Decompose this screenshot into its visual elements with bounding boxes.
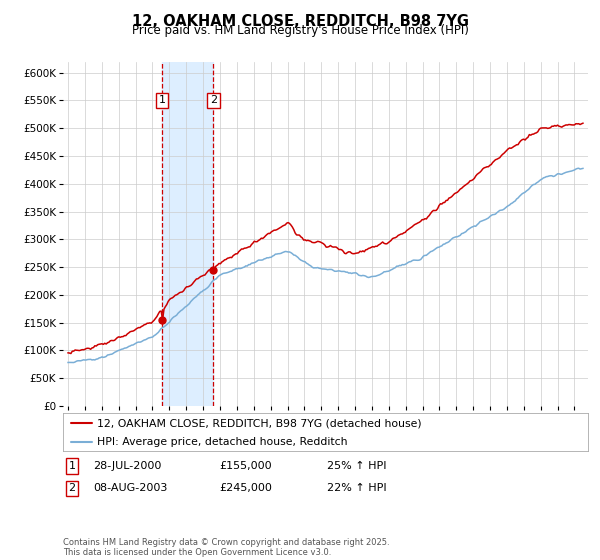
Text: 08-AUG-2003: 08-AUG-2003 [93, 483, 167, 493]
Text: HPI: Average price, detached house, Redditch: HPI: Average price, detached house, Redd… [97, 437, 347, 447]
Text: 2: 2 [68, 483, 76, 493]
Bar [162, 62, 213, 406]
Text: Price paid vs. HM Land Registry's House Price Index (HPI): Price paid vs. HM Land Registry's House … [131, 24, 469, 37]
Text: 22% ↑ HPI: 22% ↑ HPI [327, 483, 386, 493]
Text: £155,000: £155,000 [219, 461, 272, 471]
Text: 2: 2 [209, 96, 217, 105]
Text: 12, OAKHAM CLOSE, REDDITCH, B98 7YG: 12, OAKHAM CLOSE, REDDITCH, B98 7YG [131, 14, 469, 29]
Text: 28-JUL-2000: 28-JUL-2000 [93, 461, 161, 471]
Text: Contains HM Land Registry data © Crown copyright and database right 2025.
This d: Contains HM Land Registry data © Crown c… [63, 538, 389, 557]
Text: £245,000: £245,000 [219, 483, 272, 493]
Text: 1: 1 [158, 96, 166, 105]
Text: 1: 1 [68, 461, 76, 471]
Text: 12, OAKHAM CLOSE, REDDITCH, B98 7YG (detached house): 12, OAKHAM CLOSE, REDDITCH, B98 7YG (det… [97, 418, 422, 428]
Text: 25% ↑ HPI: 25% ↑ HPI [327, 461, 386, 471]
